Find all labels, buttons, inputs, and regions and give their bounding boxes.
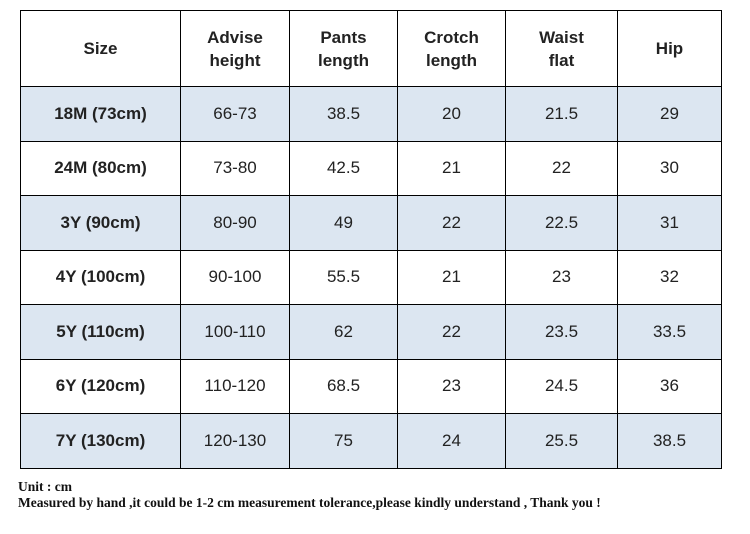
value-cell: 38.5 <box>617 413 722 469</box>
value-cell: 42.5 <box>289 140 398 196</box>
value-cell: 90-100 <box>180 249 290 305</box>
value-cell: 21 <box>397 249 506 305</box>
size-cell: 5Y (110cm) <box>20 304 181 360</box>
table-row: 6Y (120cm) 110-120 68.5 23 24.5 36 <box>20 358 722 414</box>
value-cell: 32 <box>617 249 722 305</box>
value-cell: 22 <box>397 304 506 360</box>
value-cell: 21.5 <box>505 86 618 142</box>
value-cell: 120-130 <box>180 413 290 469</box>
size-cell: 3Y (90cm) <box>20 195 181 251</box>
header-cell: Hip <box>617 10 722 87</box>
value-cell: 20 <box>397 86 506 142</box>
table-row: 5Y (110cm) 100-110 62 22 23.5 33.5 <box>20 304 722 360</box>
value-cell: 73-80 <box>180 140 290 196</box>
value-cell: 23.5 <box>505 304 618 360</box>
value-cell: 24.5 <box>505 358 618 414</box>
value-cell: 49 <box>289 195 398 251</box>
value-cell: 21 <box>397 140 506 196</box>
size-cell: 18M (73cm) <box>20 86 181 142</box>
value-cell: 66-73 <box>180 86 290 142</box>
unit-note: Unit : cm <box>18 479 72 494</box>
value-cell: 80-90 <box>180 195 290 251</box>
header-cell: Advise height <box>180 10 290 87</box>
size-cell: 7Y (130cm) <box>20 413 181 469</box>
value-cell: 22 <box>397 195 506 251</box>
size-cell: 24M (80cm) <box>20 140 181 196</box>
value-cell: 31 <box>617 195 722 251</box>
value-cell: 23 <box>505 249 618 305</box>
header-cell: Crotch length <box>397 10 506 87</box>
header-cell: Pants length <box>289 10 398 87</box>
value-cell: 29 <box>617 86 722 142</box>
table-row: 7Y (130cm) 120-130 75 24 25.5 38.5 <box>20 413 722 469</box>
value-cell: 68.5 <box>289 358 398 414</box>
value-cell: 33.5 <box>617 304 722 360</box>
value-cell: 110-120 <box>180 358 290 414</box>
value-cell: 75 <box>289 413 398 469</box>
size-cell: 4Y (100cm) <box>20 249 181 305</box>
tolerance-note: Measured by hand ,it could be 1-2 cm mea… <box>18 495 601 510</box>
value-cell: 24 <box>397 413 506 469</box>
value-cell: 30 <box>617 140 722 196</box>
value-cell: 36 <box>617 358 722 414</box>
header-cell: Size <box>20 10 181 87</box>
header-cell: Waist flat <box>505 10 618 87</box>
value-cell: 38.5 <box>289 86 398 142</box>
table-row: 4Y (100cm) 90-100 55.5 21 23 32 <box>20 249 722 305</box>
value-cell: 23 <box>397 358 506 414</box>
size-table: Size Advise height Pants length Crotch leng… <box>20 10 722 469</box>
table-row: 18M (73cm) 66-73 38.5 20 21.5 29 <box>20 86 722 142</box>
header-row: Size Advise height Pants length Crotch leng… <box>20 10 722 87</box>
table-body: 18M (73cm) 66-73 38.5 20 21.5 29 24M (80cm) 73-… <box>20 86 722 469</box>
table-row: 3Y (90cm) 80-90 49 22 22.5 31 <box>20 195 722 251</box>
value-cell: 55.5 <box>289 249 398 305</box>
value-cell: 22 <box>505 140 618 196</box>
value-cell: 100-110 <box>180 304 290 360</box>
value-cell: 25.5 <box>505 413 618 469</box>
size-cell: 6Y (120cm) <box>20 358 181 414</box>
value-cell: 22.5 <box>505 195 618 251</box>
value-cell: 62 <box>289 304 398 360</box>
table-row: 24M (80cm) 73-80 42.5 21 22 30 <box>20 140 722 196</box>
